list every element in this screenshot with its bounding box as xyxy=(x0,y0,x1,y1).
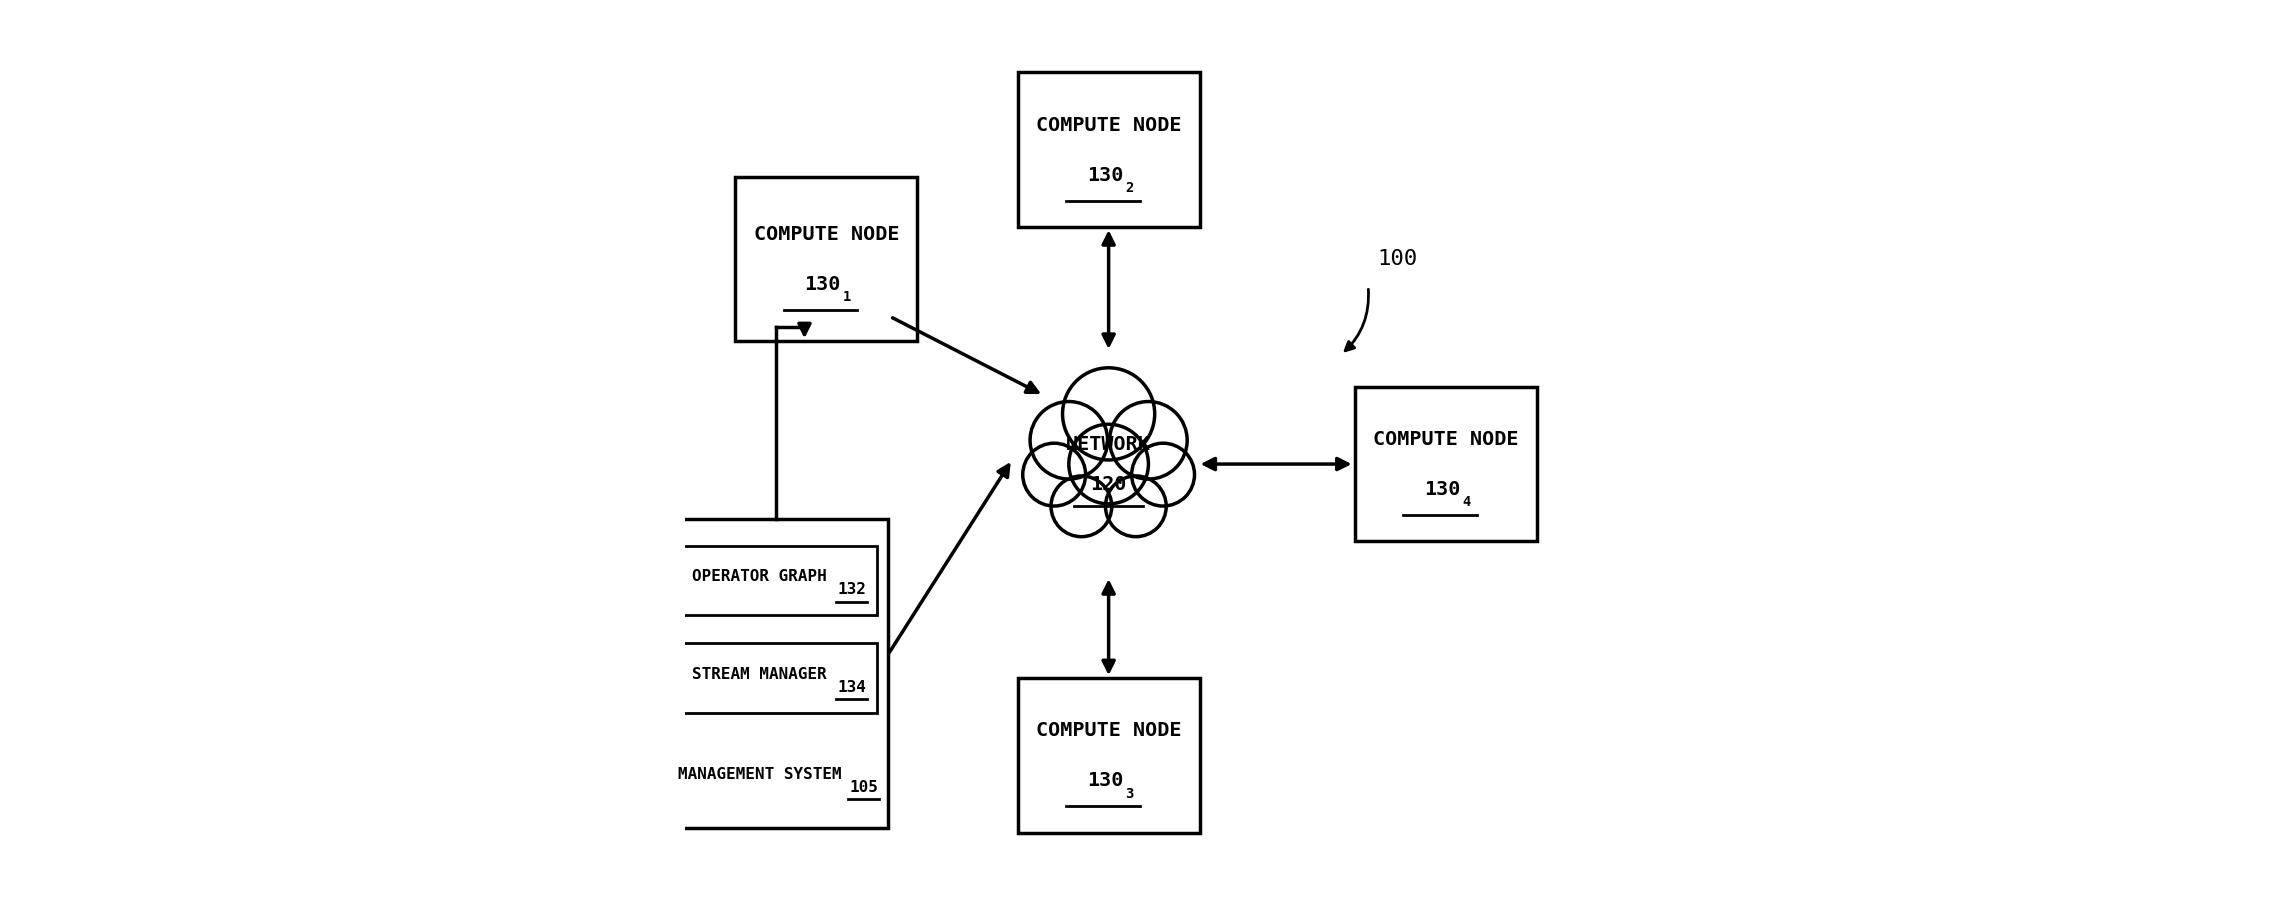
Text: OPERATOR GRAPH: OPERATOR GRAPH xyxy=(693,570,828,584)
FancyBboxPatch shape xyxy=(1017,678,1200,833)
Circle shape xyxy=(1022,443,1086,506)
Circle shape xyxy=(1131,443,1195,506)
Circle shape xyxy=(1070,425,1147,504)
Text: STREAM MANAGER: STREAM MANAGER xyxy=(693,667,828,682)
Text: 130: 130 xyxy=(1423,480,1460,499)
Text: 100: 100 xyxy=(1378,249,1417,269)
Circle shape xyxy=(1109,402,1186,479)
Text: 2: 2 xyxy=(1125,181,1134,195)
Text: 132: 132 xyxy=(837,583,867,597)
Text: 130: 130 xyxy=(1086,165,1122,185)
Text: 130: 130 xyxy=(805,275,842,294)
FancyBboxPatch shape xyxy=(1017,73,1200,227)
Text: MANAGEMENT SYSTEM: MANAGEMENT SYSTEM xyxy=(677,767,842,782)
Text: COMPUTE NODE: COMPUTE NODE xyxy=(1036,116,1182,135)
FancyBboxPatch shape xyxy=(680,643,876,712)
Circle shape xyxy=(1052,476,1111,537)
Text: COMPUTE NODE: COMPUTE NODE xyxy=(753,225,899,244)
Text: 105: 105 xyxy=(849,780,878,795)
Text: 4: 4 xyxy=(1462,495,1471,509)
Text: 120: 120 xyxy=(1090,474,1127,494)
FancyBboxPatch shape xyxy=(664,518,887,828)
Text: COMPUTE NODE: COMPUTE NODE xyxy=(1036,721,1182,741)
Text: 3: 3 xyxy=(1125,787,1134,800)
Text: COMPUTE NODE: COMPUTE NODE xyxy=(1373,430,1519,449)
FancyBboxPatch shape xyxy=(734,177,917,341)
Text: 134: 134 xyxy=(837,680,867,695)
FancyBboxPatch shape xyxy=(1355,387,1537,541)
Circle shape xyxy=(1063,368,1154,460)
Text: NETWORK: NETWORK xyxy=(1065,435,1152,453)
Circle shape xyxy=(1106,476,1166,537)
Text: 130: 130 xyxy=(1086,771,1122,790)
Circle shape xyxy=(1031,402,1109,479)
Text: 1: 1 xyxy=(844,290,851,304)
FancyBboxPatch shape xyxy=(680,546,876,615)
